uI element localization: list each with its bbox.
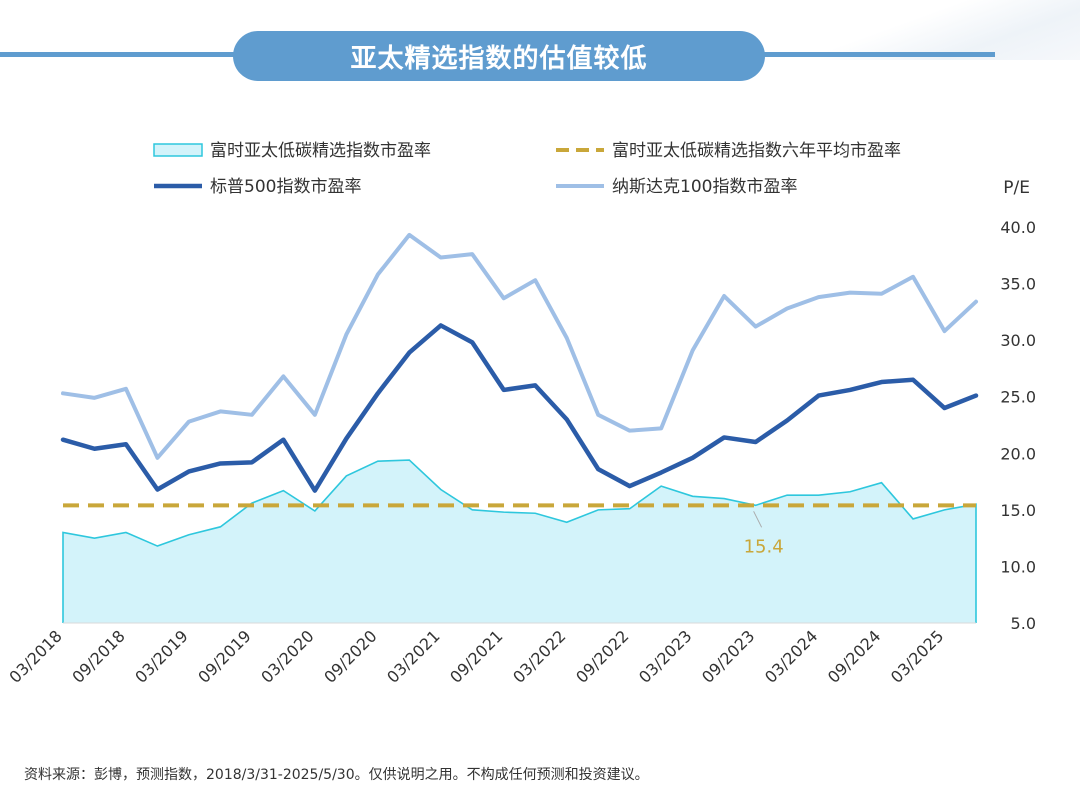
x-tick-label: 09/2018: [68, 626, 128, 686]
x-tick-label: 09/2022: [572, 626, 632, 686]
y-axis-label: P/E: [1003, 178, 1030, 198]
legend-label-six-year-average: 富时亚太低碳精选指数六年平均市盈率: [612, 141, 901, 161]
page-title: 亚太精选指数的估值较低: [233, 31, 765, 81]
x-tick-label: 03/2024: [761, 626, 821, 686]
y-tick-label: 25.0: [1000, 388, 1036, 407]
series-line-nasdaq100: [61, 232, 978, 460]
legend-label-sp500: 标普500指数市盈率: [210, 177, 361, 197]
legend-swatch-ftse-apac: [153, 143, 203, 157]
x-tick-label: 09/2023: [698, 626, 758, 686]
y-tick-label: 20.0: [1000, 444, 1036, 463]
x-tick-label: 03/2022: [509, 626, 569, 686]
annotation-leader: [753, 511, 763, 528]
x-tick-label: 09/2020: [320, 626, 380, 686]
y-tick-label: 35.0: [1000, 275, 1036, 294]
legend-label-ftse-apac: 富时亚太低碳精选指数市盈率: [210, 141, 431, 161]
source-note: 资料来源：彭博，预测指数，2018/3/31-2025/5/30。仅供说明之用。…: [24, 767, 649, 783]
corner-decoration: [780, 0, 1080, 60]
x-tick-label: 09/2021: [446, 626, 506, 686]
x-tick-label: 09/2024: [824, 626, 884, 686]
x-tick-label: 03/2021: [383, 626, 443, 686]
series-line-sp500: [60, 323, 979, 493]
x-tick-label: 03/2018: [5, 626, 65, 686]
x-tick-label: 03/2019: [131, 626, 191, 686]
y-tick-label: 15.0: [1000, 501, 1036, 520]
y-tick-label: 30.0: [1000, 331, 1036, 350]
y-tick-label: 5.0: [1011, 614, 1036, 633]
x-tick-label: 03/2023: [635, 626, 695, 686]
y-tick-label: 10.0: [1000, 557, 1036, 576]
series-line-ftse-apac: [62, 459, 977, 623]
x-tick-label: 09/2019: [194, 626, 254, 686]
x-tick-label: 03/2020: [257, 626, 317, 686]
annotation-average-value: 15.4: [744, 536, 784, 557]
legend-label-nasdaq100: 纳斯达克100指数市盈率: [612, 177, 797, 197]
x-tick-label: 03/2025: [887, 626, 947, 686]
y-tick-label: 40.0: [1000, 218, 1036, 237]
area-fill-ftse-apac: [63, 460, 976, 623]
